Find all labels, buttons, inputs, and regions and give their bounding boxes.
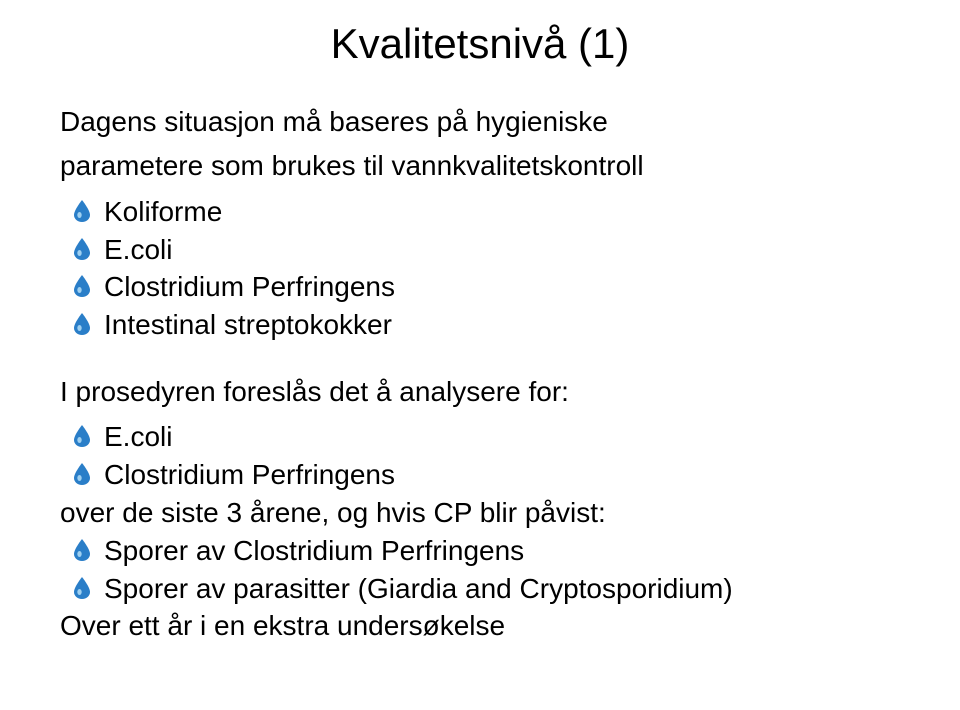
list-item-label: Clostridium Perfringens [104,271,395,302]
water-drop-icon [74,425,90,447]
section1-heading-line1: Dagens situasjon må baseres på hygienisk… [60,104,900,140]
section2-note1: over de siste 3 årene, og hvis CP blir p… [60,494,900,532]
section1-heading-line2: parametere som brukes til vannkvalitetsk… [60,148,900,184]
list-item: Koliforme [60,193,900,231]
list-item-label: E.coli [104,234,172,265]
list-item-label: Sporer av parasitter (Giardia and Crypto… [104,573,733,604]
list-item: Clostridium Perfringens [60,268,900,306]
list-item: Sporer av parasitter (Giardia and Crypto… [60,570,900,608]
list-item-label: Intestinal streptokokker [104,309,392,340]
water-drop-icon [74,275,90,297]
list-item-label: E.coli [104,421,172,452]
list-item-label: Sporer av Clostridium Perfringens [104,535,524,566]
list-item: Sporer av Clostridium Perfringens [60,532,900,570]
section1-list: Koliforme E.coli Clostridium Perfringens… [60,193,900,344]
section2-list2: Sporer av Clostridium Perfringens Sporer… [60,532,900,608]
list-item: Clostridium Perfringens [60,456,900,494]
section2-heading: I prosedyren foreslås det å analysere fo… [60,374,900,410]
water-drop-icon [74,463,90,485]
water-drop-icon [74,313,90,335]
page-title: Kvalitetsnivå (1) [60,20,900,68]
list-item: Intestinal streptokokker [60,306,900,344]
water-drop-icon [74,200,90,222]
list-item-label: Clostridium Perfringens [104,459,395,490]
section2-list1: E.coli Clostridium Perfringens [60,418,900,494]
section2-note2: Over ett år i en ekstra undersøkelse [60,607,900,645]
water-drop-icon [74,238,90,260]
water-drop-icon [74,577,90,599]
list-item: E.coli [60,231,900,269]
list-item: E.coli [60,418,900,456]
list-item-label: Koliforme [104,196,222,227]
water-drop-icon [74,539,90,561]
